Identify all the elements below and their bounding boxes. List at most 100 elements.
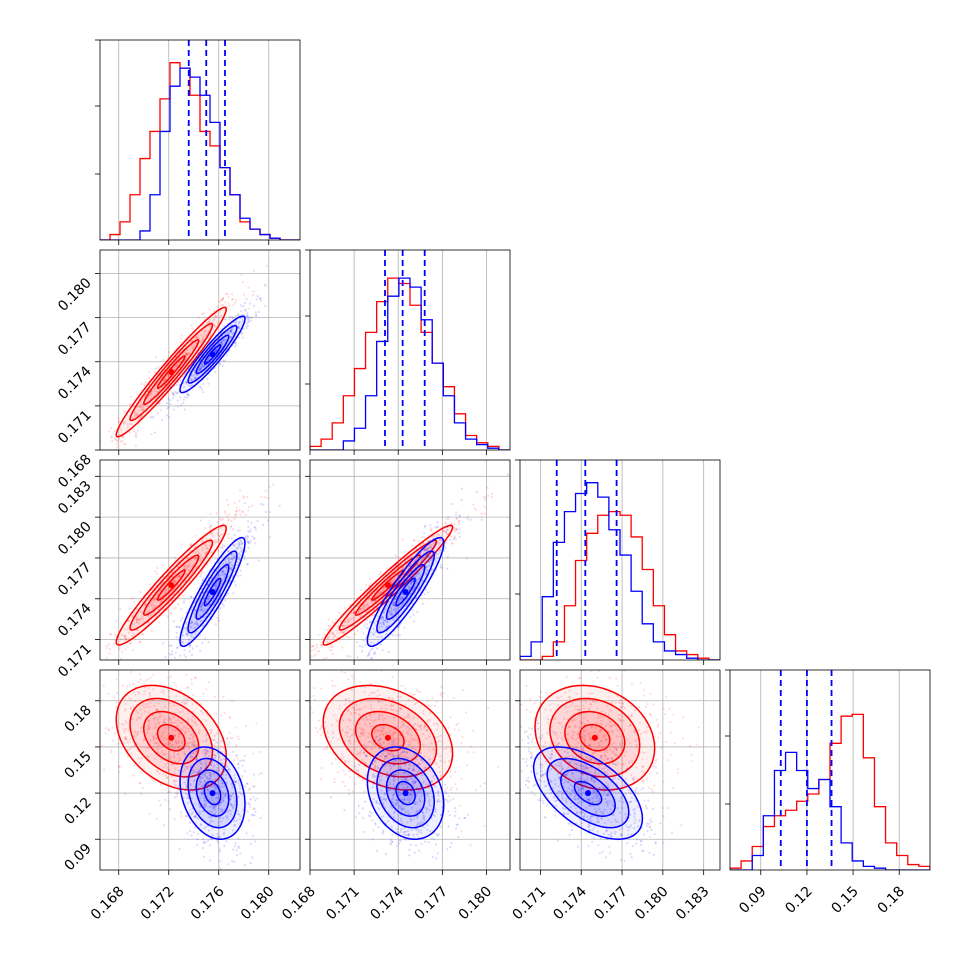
sample-point — [356, 667, 358, 669]
sample-point — [249, 528, 252, 531]
sample-point — [153, 717, 156, 720]
sample-point — [186, 686, 190, 689]
sample-point — [422, 712, 425, 715]
sample-point — [208, 771, 212, 774]
sample-point — [381, 649, 384, 652]
sample-point — [134, 431, 138, 435]
sample-point — [222, 833, 225, 836]
sample-point — [233, 819, 236, 823]
sample-point — [208, 603, 211, 606]
sample-point — [424, 782, 427, 786]
sample-point — [152, 726, 155, 730]
sample-point — [124, 702, 127, 705]
sample-point — [155, 817, 159, 820]
sample-point — [412, 539, 415, 542]
sample-point — [175, 685, 178, 688]
sample-point — [425, 548, 428, 552]
sample-point — [441, 695, 444, 698]
sample-point — [401, 596, 404, 600]
sample-point — [136, 732, 139, 735]
sample-point — [205, 551, 208, 554]
sample-point — [312, 654, 315, 658]
sample-point — [165, 726, 168, 729]
sample-point — [186, 392, 189, 395]
panel-marks — [100, 40, 300, 240]
sample-point — [204, 825, 208, 828]
sample-point — [191, 720, 194, 723]
sample-point — [395, 595, 398, 598]
sample-point — [214, 314, 218, 317]
sample-point — [430, 529, 433, 532]
sample-point — [188, 650, 191, 653]
sample-point — [206, 598, 210, 601]
sample-point — [331, 730, 334, 733]
sample-point — [185, 814, 188, 817]
sample-point — [416, 688, 419, 691]
sample-point — [243, 754, 247, 758]
sample-point — [90, 668, 92, 670]
sample-point — [375, 599, 378, 602]
sample-point — [138, 405, 141, 409]
sample-point — [93, 674, 95, 676]
sample-point — [206, 612, 209, 615]
sample-point — [388, 586, 391, 589]
sample-point — [173, 729, 176, 733]
sample-point — [388, 612, 391, 615]
sample-point — [466, 750, 470, 754]
sample-point — [232, 528, 235, 531]
sample-point — [209, 540, 212, 544]
sample-point — [378, 734, 381, 737]
sample-point — [320, 644, 323, 647]
sample-point — [196, 757, 199, 760]
sample-point — [129, 707, 132, 710]
sample-point — [374, 736, 377, 739]
sample-point — [385, 755, 388, 758]
sample-point — [202, 391, 205, 394]
sample-point — [210, 532, 213, 535]
sample-point — [188, 563, 191, 566]
sample-point — [207, 357, 210, 361]
sample-point — [185, 572, 188, 576]
sample-point — [390, 766, 393, 769]
sample-point — [327, 624, 330, 627]
sample-point — [216, 875, 218, 877]
sample-point — [397, 579, 400, 582]
sample-point — [133, 662, 135, 664]
sample-point — [113, 633, 116, 636]
sample-point — [82, 693, 84, 695]
sample-point — [133, 413, 137, 416]
sample-point — [418, 725, 421, 729]
sample-point — [103, 768, 106, 771]
sample-point — [421, 602, 425, 605]
sample-point — [135, 435, 138, 438]
sample-point — [196, 838, 199, 841]
panel-marks — [520, 460, 720, 660]
sample-point — [215, 539, 218, 543]
sample-point — [458, 531, 461, 535]
sample-point — [139, 618, 142, 621]
sample-point — [199, 519, 202, 522]
sample-point — [199, 767, 203, 770]
sample-point — [399, 707, 402, 711]
sample-point — [214, 325, 218, 328]
sample-point — [245, 495, 249, 498]
sample-point — [415, 558, 418, 561]
sample-point — [205, 688, 208, 691]
sample-point — [204, 542, 207, 545]
sample-point — [171, 598, 174, 601]
sample-point — [173, 778, 176, 782]
sample-point — [233, 844, 237, 848]
sample-point — [233, 823, 236, 827]
sample-point — [185, 792, 188, 795]
sample-point — [218, 517, 222, 520]
sample-point — [246, 563, 249, 566]
sample-point — [209, 773, 212, 776]
sample-point — [223, 359, 226, 362]
sample-point — [162, 661, 164, 663]
sample-point — [428, 749, 431, 752]
sample-point — [224, 773, 228, 777]
sample-point — [192, 734, 196, 738]
sample-point — [110, 435, 113, 438]
sample-point — [246, 782, 249, 785]
sample-point — [196, 337, 199, 340]
